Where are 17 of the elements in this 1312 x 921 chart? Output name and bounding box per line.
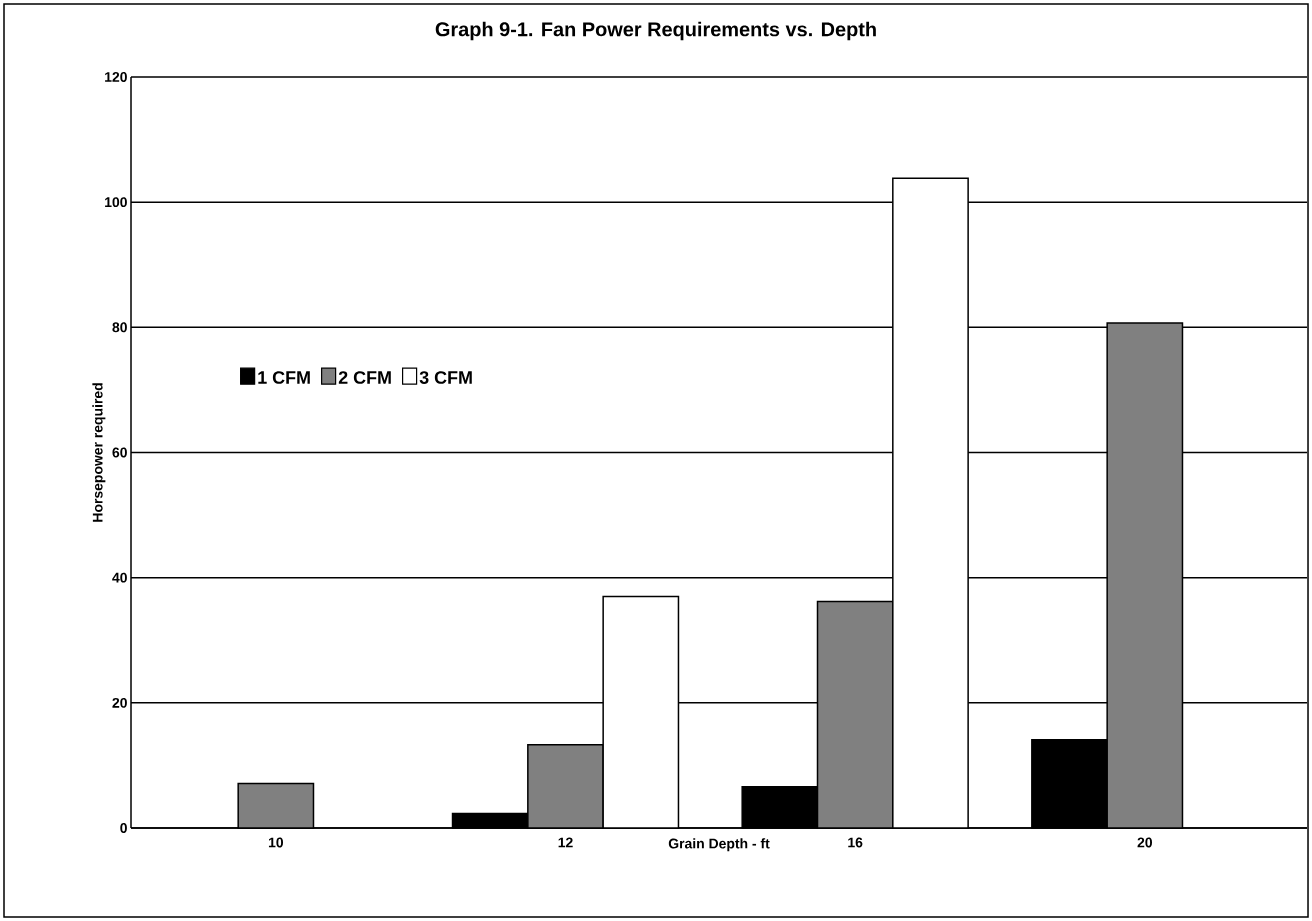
chart-title: Graph 9-1. Fan Power Requirements vs. Depth [435, 21, 876, 41]
x-tick-label: 12 [558, 837, 573, 848]
y-axis-title: Horsepower required [92, 383, 106, 522]
legend-label: 1 CFM [258, 371, 310, 384]
y-tick-label: 40 [112, 572, 127, 583]
y-tick-label: 20 [112, 697, 127, 708]
y-tick-label: 100 [105, 197, 127, 208]
y-tick-label: 0 [120, 823, 127, 833]
x-tick-label: 10 [268, 837, 284, 848]
y-tick-label: 120 [105, 72, 127, 82]
y-tick-label: 60 [112, 447, 127, 458]
legend-label: 2 CFM [338, 371, 391, 384]
x-tick-label: 20 [1137, 837, 1153, 848]
x-axis-title: Grain Depth - ft [668, 838, 770, 852]
legend-label: 3 CFM [419, 371, 472, 384]
x-tick-label: 16 [848, 837, 863, 848]
y-tick-label: 80 [112, 322, 127, 333]
